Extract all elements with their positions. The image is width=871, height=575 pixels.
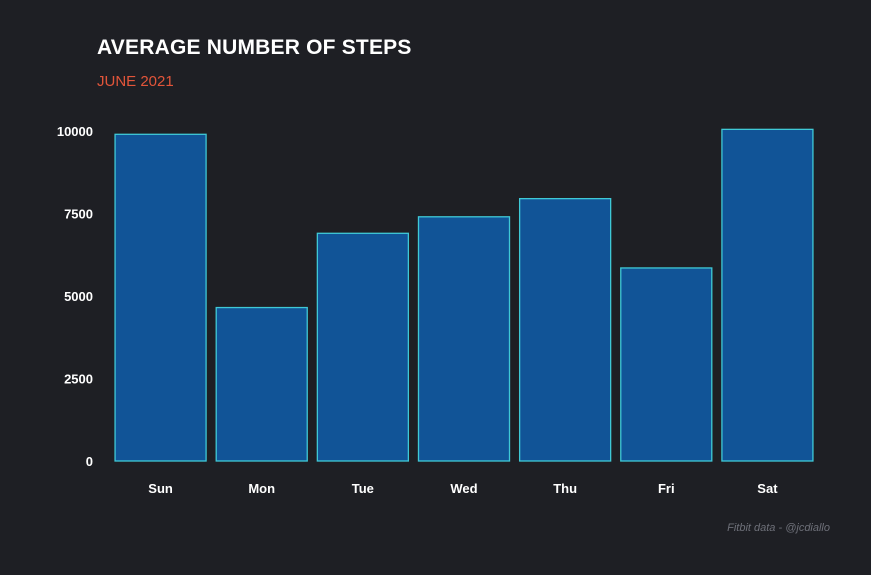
x-tick-label: Sun	[148, 481, 173, 496]
x-tick-label: Sat	[757, 481, 778, 496]
bar-sat	[721, 128, 814, 462]
x-tick-label: Fri	[658, 481, 675, 496]
x-tick-label: Mon	[248, 481, 275, 496]
x-tick-label: Wed	[450, 481, 477, 496]
y-tick-label: 5000	[64, 289, 93, 304]
chart-caption: Fitbit data - @jcdiallo	[727, 522, 830, 534]
bar-wed	[417, 216, 511, 462]
y-tick-label: 0	[86, 454, 93, 469]
y-tick-label: 7500	[64, 207, 93, 222]
y-tick-label: 2500	[64, 372, 93, 387]
chart-subtitle: JUNE 2021	[97, 73, 174, 90]
bar-fri	[620, 267, 713, 462]
bar-thu	[518, 197, 612, 462]
x-tick-label: Thu	[553, 481, 577, 496]
chart-title: AVERAGE NUMBER OF STEPS	[97, 36, 412, 59]
y-tick-label: 10000	[57, 124, 93, 139]
x-tick-label: Tue	[352, 481, 374, 496]
bar-sun	[114, 133, 207, 462]
bar-mon	[215, 306, 308, 462]
bar-tue	[316, 232, 410, 462]
